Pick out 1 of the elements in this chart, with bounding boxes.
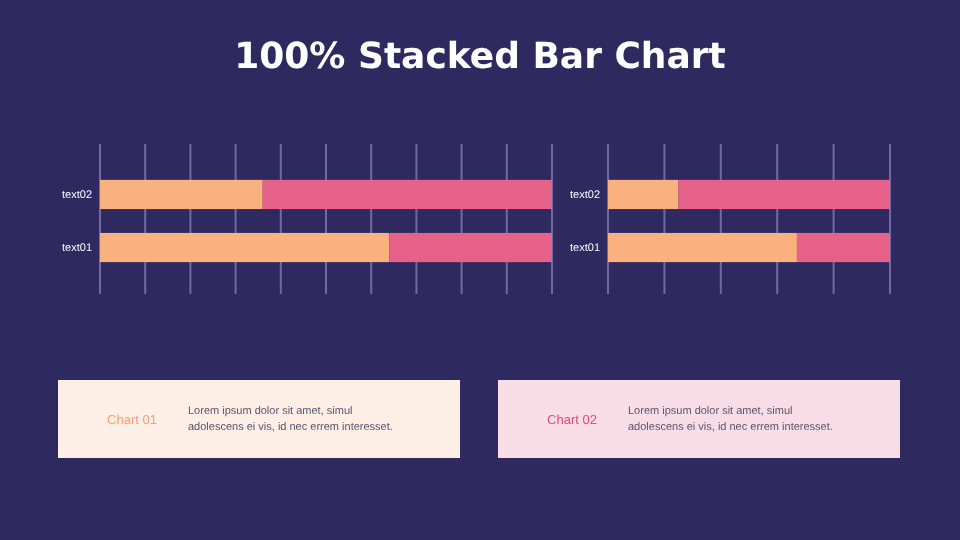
chart-title: 100% Stacked Bar Chart: [234, 36, 727, 78]
